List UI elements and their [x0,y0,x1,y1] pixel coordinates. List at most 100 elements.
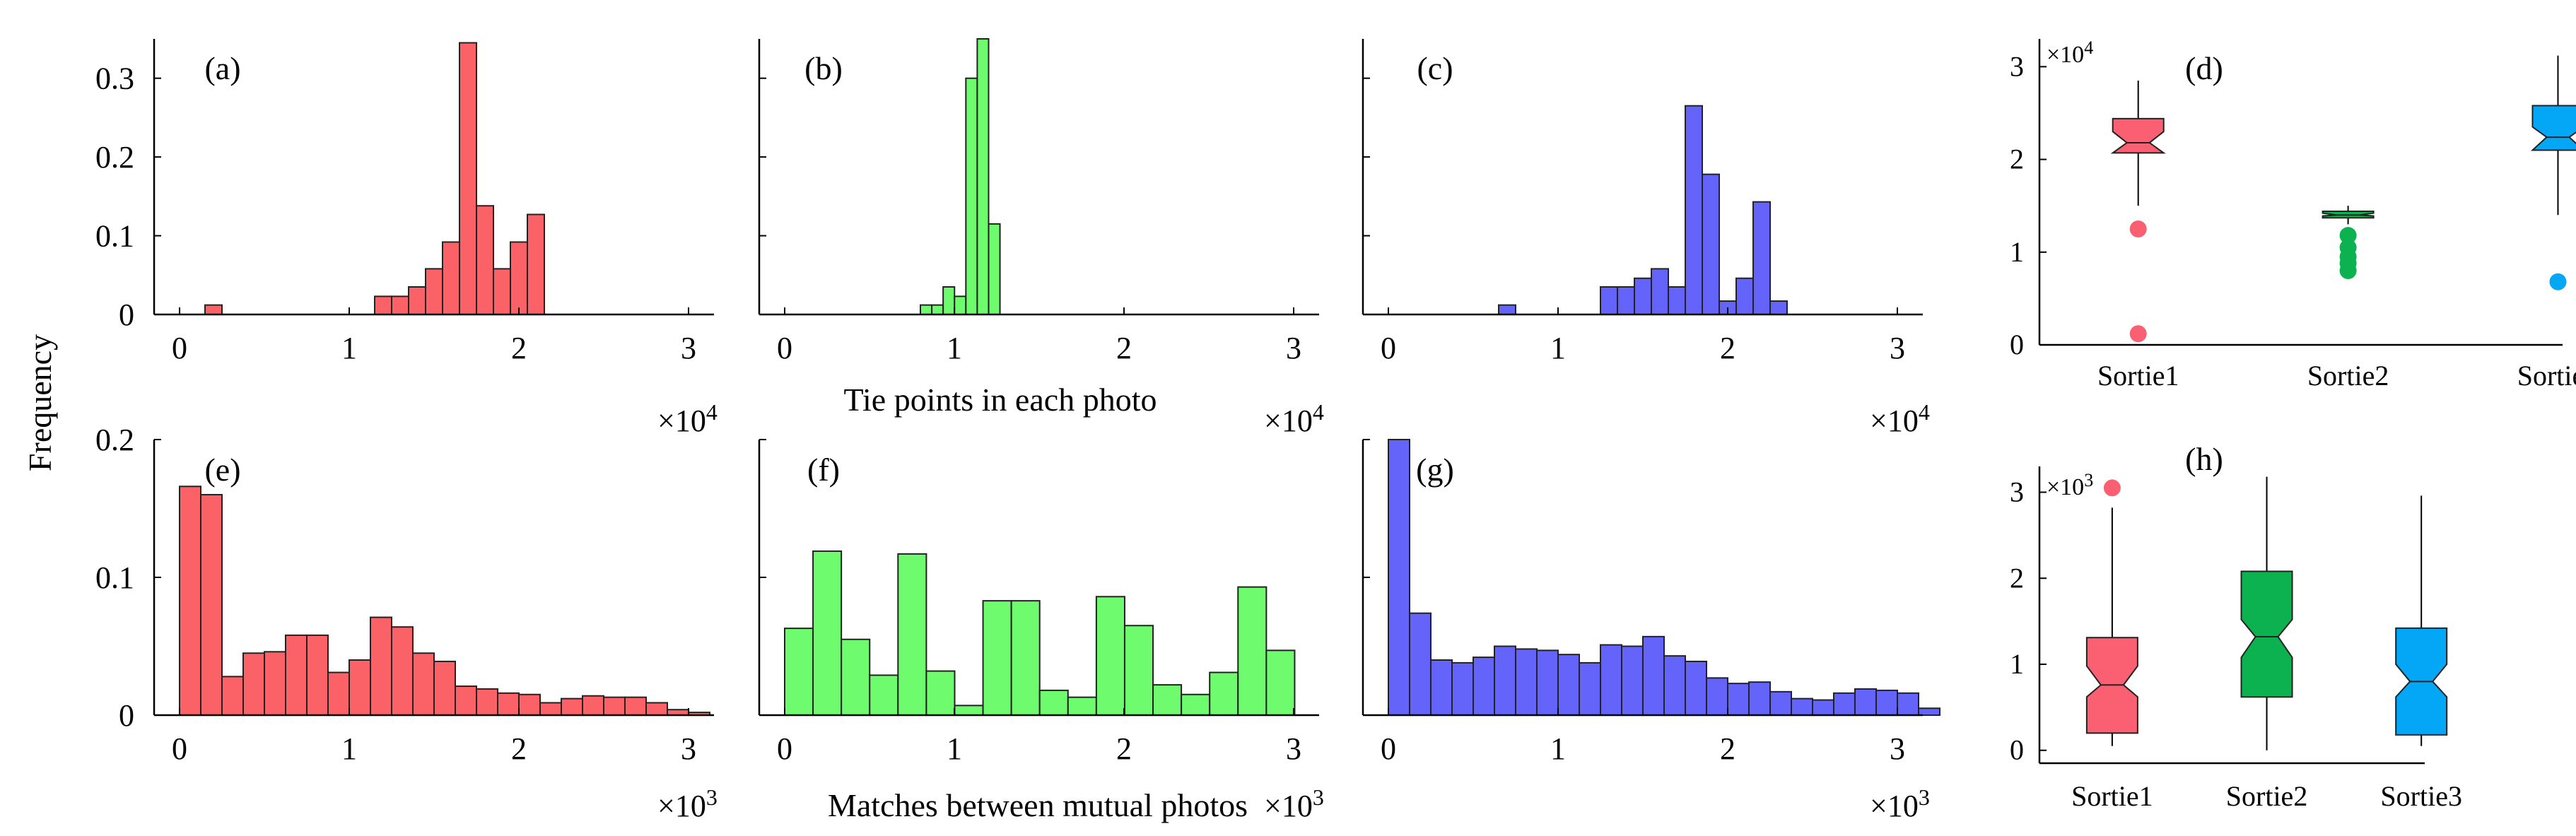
bar [784,628,814,717]
category-label: Sortie2 [2307,360,2389,391]
bar [1706,677,1728,716]
x-tick-label: 3 [681,331,696,365]
bar [1642,635,1665,716]
bar [1769,690,1792,716]
bar [433,660,456,717]
panel-label: (h) [2185,441,2223,477]
bar [1769,300,1788,315]
bar [1897,692,1919,716]
bar [1668,286,1686,315]
bar [1152,684,1183,716]
bar [1451,661,1474,717]
bar [1067,696,1097,717]
panel-f: 0 1 2 3 (f) ×103 [758,439,1324,823]
panel-h: 0 1 2 3 Sortie1 Sortie2 Sortie3 (h) ×103 [2010,441,2462,812]
bar [1265,649,1296,716]
bar [370,616,392,716]
x-tick-label: 0 [1381,331,1396,365]
y-tick-label: 3 [2010,476,2024,508]
bar [1181,693,1211,716]
outlier-point [2549,273,2567,290]
bar [327,671,350,716]
bar [1494,645,1516,716]
category-label: Sortie3 [2517,360,2576,391]
bar [1634,277,1652,315]
bar [1812,699,1834,716]
bar [954,295,967,315]
bar [1209,671,1239,716]
panel-e: 0 1 2 3 0 0.1 0.2 (e) ×103 [95,423,718,823]
bar [942,286,956,315]
y-tick-label: 0 [2010,329,2024,360]
bar [539,702,562,717]
x-tick-label: 3 [1286,731,1301,766]
bar [510,241,528,315]
bar [374,295,392,315]
outlier-point [2103,479,2121,497]
bar [954,705,984,716]
x-multiplier: ×103 [657,784,718,823]
x-tick-label: 2 [511,731,527,766]
bar [1663,655,1686,717]
x-tick-label: 3 [1890,731,1905,766]
x-tick-label: 1 [1550,731,1566,766]
x-tick-label: 2 [1116,731,1132,766]
y-tick-label: 2 [2010,143,2024,175]
x-tick-label: 1 [947,731,962,766]
bar [1748,681,1771,717]
y-tick-label: 0.3 [95,61,134,96]
y-tick-label: 0.1 [95,219,134,254]
bar [391,295,409,315]
x-multiplier: ×103 [1264,784,1324,823]
bar [1498,304,1516,315]
outlier-point [2339,262,2357,280]
bar [285,634,308,717]
bar [841,638,871,716]
bar [1010,600,1041,717]
x-tick-label: 3 [681,731,696,766]
bar [408,286,426,315]
bar [1854,688,1877,717]
panel-label: (e) [204,452,240,488]
bar [931,304,944,315]
bar [459,42,477,315]
bar [1388,439,1410,716]
panel-b: 0 1 2 3 (b) ×104 [758,38,1324,438]
bar [493,268,511,315]
bar [1430,659,1453,716]
x-axis-title-bottom: Matches between mutual photos [828,787,1248,823]
x-axis-title-top: Tie points in each photo [844,382,1157,418]
bar [812,550,843,717]
x-tick-label: 3 [1890,331,1905,365]
panel-g: 0 1 2 3 (g) ×103 [1362,439,1940,823]
y-tick-label: 0 [2010,734,2024,766]
bar [349,659,371,716]
bar [412,652,435,716]
x-tick-label: 0 [777,731,792,766]
bar [391,626,414,717]
bar [988,223,1001,315]
bar [442,241,460,315]
y-tick-label: 0.2 [95,423,134,457]
bar [1875,689,1898,717]
bar [1702,173,1720,315]
box [2240,570,2293,698]
y-tick-label: 1 [2010,236,2024,268]
bar [1752,201,1771,315]
bar [561,697,583,716]
bar [1727,683,1750,717]
bar [1123,625,1154,716]
bar [582,695,604,717]
bar [221,676,244,717]
x-tick-label: 0 [777,331,792,365]
panel-label: (d) [2185,50,2223,86]
outlier-point [2129,325,2147,343]
bar [1791,697,1813,716]
bar [1735,277,1754,315]
bar [242,652,265,716]
bar [425,268,443,315]
bar [200,494,223,716]
bar [1685,105,1703,315]
y-tick-label: 0.2 [95,140,134,175]
